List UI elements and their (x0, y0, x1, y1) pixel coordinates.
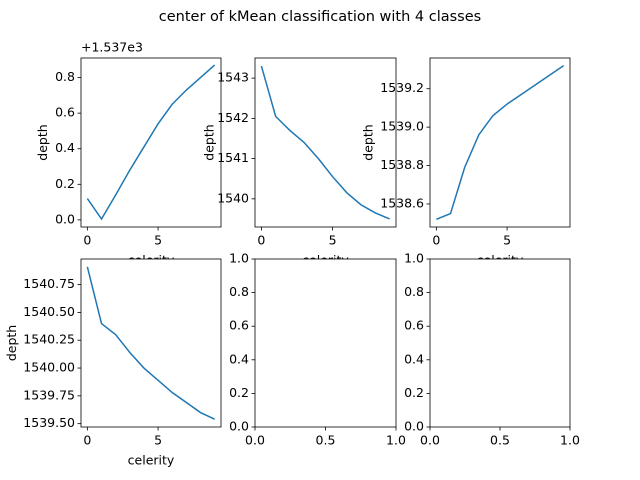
y-tick-label: 0.8 (55, 69, 75, 84)
x-tick-label: 1.0 (560, 433, 580, 448)
y-tick-label: 0.6 (404, 318, 424, 333)
x-tick-label: 0 (432, 233, 440, 248)
x-tick-label: 5 (503, 233, 511, 248)
y-axis-label: depth (4, 325, 19, 361)
axes-frame (80, 258, 222, 428)
x-tick-label: 5 (154, 433, 162, 448)
x-tick-label: 5 (329, 233, 337, 248)
data-line (436, 65, 565, 221)
y-tick-label: 1539.50 (23, 415, 75, 430)
y-tick-label: 0.8 (229, 284, 249, 299)
y-tick-label: 0.0 (229, 419, 249, 434)
y-tick-label: 0.0 (55, 211, 75, 226)
y-tick-label: 1542 (217, 110, 249, 125)
y-tick-label: 1541 (217, 150, 249, 165)
data-line (86, 266, 215, 420)
y-tick-label: 0.0 (404, 419, 424, 434)
y-tick-label: 0.4 (229, 351, 249, 366)
x-tick-label: 1.0 (386, 433, 406, 448)
y-tick-label: 0.6 (55, 105, 75, 120)
y-tick-label: 0.2 (55, 176, 75, 191)
y-tick-label: 1540.50 (23, 304, 75, 319)
axes-background (81, 58, 221, 227)
y-tick-label: 1543 (217, 70, 249, 85)
axes-background (255, 259, 396, 427)
x-tick-label: 0 (83, 233, 91, 248)
y-tick-label: 0.4 (55, 140, 75, 155)
data-line (260, 65, 390, 220)
x-tick-label: 0 (257, 233, 265, 248)
x-tick-label: 0.5 (490, 433, 510, 448)
y-axis-label: depth (361, 124, 376, 160)
y-tick-label: 1540.00 (23, 360, 75, 375)
x-tick-label: 5 (154, 233, 162, 248)
axes-background (255, 58, 396, 227)
x-tick-label: 0.0 (420, 433, 440, 448)
x-tick-label: 0.5 (316, 433, 336, 448)
data-line (86, 64, 216, 221)
axes-background (430, 259, 570, 427)
y-axis-label: depth (35, 124, 50, 160)
x-axis-label: celerity (128, 453, 175, 468)
y-tick-label: 0.4 (404, 351, 424, 366)
y-tick-label: 1538.6 (380, 195, 424, 210)
y-offset-label: +1.537e3 (81, 40, 143, 55)
y-tick-label: 1539.75 (23, 387, 75, 402)
axes-background (81, 259, 221, 427)
y-tick-label: 0.6 (229, 318, 249, 333)
y-tick-label: 1539.2 (380, 80, 424, 95)
y-axis-label: depth (201, 124, 216, 160)
x-tick-label: 0 (83, 433, 91, 448)
axes-frame (429, 57, 571, 228)
axes-frame (80, 57, 222, 228)
y-tick-label: 1.0 (404, 251, 424, 266)
y-tick-label: 1540 (217, 190, 249, 205)
y-tick-label: 1538.8 (380, 157, 424, 172)
y-tick-label: 0.8 (404, 284, 424, 299)
y-tick-label: 0.2 (404, 385, 424, 400)
axes-frame (254, 57, 397, 228)
y-tick-label: 1540.25 (23, 332, 75, 347)
y-tick-label: 1539.0 (380, 119, 424, 134)
axes-background (430, 58, 570, 227)
y-tick-label: 0.2 (229, 385, 249, 400)
y-tick-label: 1540.75 (23, 276, 75, 291)
figure-title: center of kMean classification with 4 cl… (159, 9, 481, 25)
y-tick-label: 1.0 (229, 251, 249, 266)
x-tick-label: 0.0 (245, 433, 265, 448)
